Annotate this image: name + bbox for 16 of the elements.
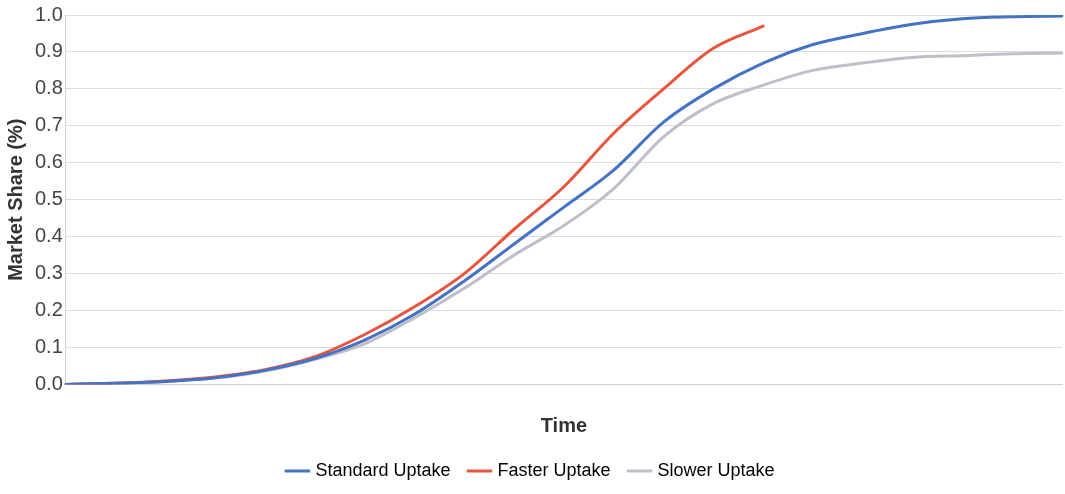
legend-label: Slower Uptake	[657, 459, 775, 480]
y-tick-label: 0.8	[34, 76, 63, 99]
y-tick-label: 0.1	[34, 334, 63, 357]
x-axis-title: Time	[540, 413, 588, 436]
y-tick-label: 0.4	[34, 224, 63, 247]
y-tick-label: 0.5	[34, 187, 63, 210]
legend-label: Faster Uptake	[497, 459, 611, 480]
y-tick-label: 1.0	[34, 2, 63, 25]
legend-label: Standard Uptake	[315, 459, 451, 480]
y-tick-label: 0.9	[34, 39, 63, 62]
y-tick-label: 0.2	[34, 298, 63, 321]
y-tick-label: 0.6	[34, 150, 63, 173]
y-axis-title: Market Share (%)	[3, 118, 26, 281]
y-tick-label: 0.3	[34, 261, 63, 284]
y-tick-label: 0.7	[34, 113, 63, 136]
y-tick-label: 0.0	[34, 371, 63, 394]
